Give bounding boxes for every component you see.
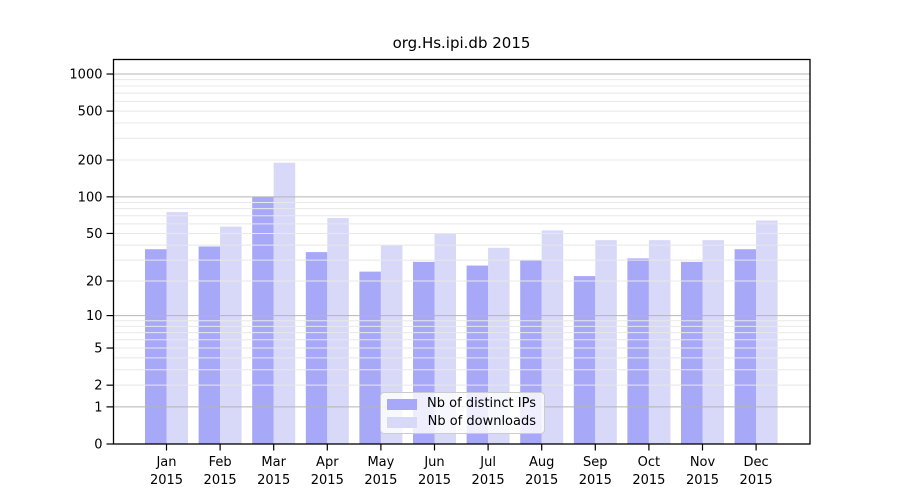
x-tick-label-year: 2015 xyxy=(204,473,237,488)
bar-distinct-ips-feb xyxy=(198,246,221,444)
x-tick-label-month: Dec xyxy=(744,455,769,470)
y-tick-label: 50 xyxy=(86,227,103,242)
x-tick-label-month: Sep xyxy=(583,455,608,470)
legend-row-distinct-ips: Nb of distinct IPs xyxy=(387,397,536,411)
x-tick-label-month: Oct xyxy=(638,455,660,470)
legend-label-downloads: Nb of downloads xyxy=(427,414,536,429)
bar-downloads-jan xyxy=(166,212,188,444)
bar-distinct-ips-jan xyxy=(145,249,167,444)
x-tick-label-month: Jun xyxy=(423,455,444,470)
x-tick-label-year: 2015 xyxy=(311,473,344,488)
y-tick-label: 20 xyxy=(86,274,103,289)
y-tick-label: 100 xyxy=(78,190,103,205)
x-tick-label-year: 2015 xyxy=(740,473,773,488)
legend-label-distinct-ips: Nb of distinct IPs xyxy=(427,396,536,411)
y-tick-label: 0 xyxy=(94,438,102,453)
bar-distinct-ips-dec xyxy=(734,249,757,444)
x-tick-label-month: Jul xyxy=(479,455,496,470)
legend-swatch-downloads xyxy=(387,416,417,428)
bar-downloads-apr xyxy=(327,218,349,444)
x-tick-label-month: Feb xyxy=(209,455,232,470)
bar-downloads-mar xyxy=(273,162,296,444)
x-tick-label-year: 2015 xyxy=(686,473,719,488)
bar-downloads-nov xyxy=(702,240,724,444)
y-tick-label: 500 xyxy=(78,105,103,120)
x-tick-label-month: May xyxy=(367,455,394,470)
x-tick-label-month: Jan xyxy=(155,455,176,470)
x-tick-label-year: 2015 xyxy=(579,473,612,488)
x-tick-label-month: Aug xyxy=(529,455,554,470)
bar-distinct-ips-nov xyxy=(681,261,703,444)
y-tick-label: 5 xyxy=(94,342,102,357)
x-tick-label-month: Nov xyxy=(690,455,716,470)
legend-row-downloads: Nb of downloads xyxy=(387,415,536,429)
x-tick-label-year: 2015 xyxy=(525,473,558,488)
plot-frame xyxy=(112,58,811,445)
y-tick-label: 1 xyxy=(94,400,102,415)
x-tick-label-month: Apr xyxy=(316,455,339,470)
x-tick-label-year: 2015 xyxy=(150,473,183,488)
x-tick-label-month: Mar xyxy=(261,455,286,470)
y-tick-label: 1000 xyxy=(69,68,102,83)
bar-downloads-aug xyxy=(541,230,564,444)
legend-swatch-distinct-ips xyxy=(387,398,417,410)
x-tick-label-year: 2015 xyxy=(257,473,290,488)
y-tick-label: 10 xyxy=(86,309,103,324)
bar-downloads-feb xyxy=(220,226,242,444)
bar-distinct-ips-oct xyxy=(627,258,649,444)
y-tick-label: 200 xyxy=(78,154,103,169)
x-tick-label-year: 2015 xyxy=(632,473,665,488)
y-tick-label: 2 xyxy=(94,379,102,394)
x-tick-label-year: 2015 xyxy=(472,473,505,488)
bar-downloads-oct xyxy=(648,240,671,444)
bar-distinct-ips-sep xyxy=(573,276,596,444)
bar-downloads-jun xyxy=(434,233,456,444)
bar-downloads-sep xyxy=(595,240,617,444)
legend: Nb of distinct IPs Nb of downloads xyxy=(380,392,545,434)
chart-title: org.Hs.ipi.db 2015 xyxy=(392,34,531,52)
x-tick-label-year: 2015 xyxy=(364,473,397,488)
x-tick-label-year: 2015 xyxy=(418,473,451,488)
